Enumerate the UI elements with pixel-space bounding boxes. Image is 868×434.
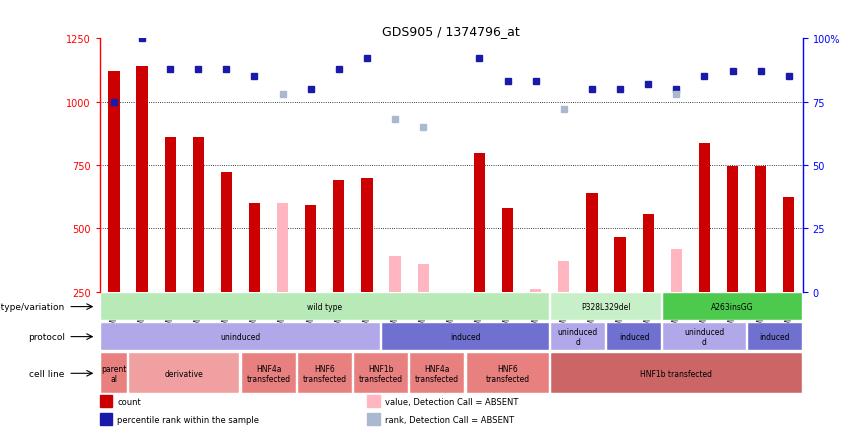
Bar <box>466 354 549 393</box>
Bar <box>306 206 316 292</box>
Bar <box>411 354 464 393</box>
Text: uninduced
d: uninduced d <box>558 328 598 346</box>
Bar <box>298 354 352 393</box>
Bar <box>551 293 661 321</box>
Bar <box>551 323 605 351</box>
Bar <box>249 204 260 292</box>
Bar <box>333 181 345 292</box>
Text: wild type: wild type <box>307 302 342 311</box>
Bar <box>354 354 408 393</box>
Text: derivative: derivative <box>165 369 204 378</box>
Text: uninduced
d: uninduced d <box>684 328 725 346</box>
Bar <box>747 323 802 351</box>
Text: P328L329del: P328L329del <box>582 302 631 311</box>
Bar <box>783 197 794 292</box>
Text: HNF6
transfected: HNF6 transfected <box>485 364 529 383</box>
Text: induced: induced <box>619 332 649 341</box>
Bar <box>699 144 710 292</box>
Bar <box>129 354 240 393</box>
Text: HNF1b transfected: HNF1b transfected <box>641 369 713 378</box>
Bar <box>382 323 549 351</box>
Bar <box>530 289 542 292</box>
Bar <box>165 138 175 292</box>
Text: parent
al: parent al <box>102 364 127 383</box>
Bar <box>367 413 379 425</box>
Text: HNF4a
transfected: HNF4a transfected <box>415 364 459 383</box>
Bar <box>502 208 513 292</box>
Text: count: count <box>117 398 141 407</box>
Bar <box>727 167 738 292</box>
Text: HNF1b
transfected: HNF1b transfected <box>359 364 403 383</box>
Bar <box>671 249 682 292</box>
Text: induced: induced <box>450 332 481 341</box>
Text: rank, Detection Call = ABSENT: rank, Detection Call = ABSENT <box>385 415 514 424</box>
Bar <box>100 395 113 408</box>
Text: genotype/variation: genotype/variation <box>0 302 64 311</box>
Bar <box>108 72 120 292</box>
Text: protocol: protocol <box>28 332 64 341</box>
Text: HNF4a
transfected: HNF4a transfected <box>247 364 291 383</box>
Bar <box>663 293 802 321</box>
Bar <box>558 262 569 292</box>
Bar <box>101 354 127 393</box>
Bar <box>587 193 597 292</box>
Bar <box>220 173 232 292</box>
Bar <box>193 138 204 292</box>
Text: cell line: cell line <box>30 369 64 378</box>
Text: induced: induced <box>760 332 790 341</box>
Bar <box>390 256 401 292</box>
Bar <box>277 204 288 292</box>
Bar <box>101 293 549 321</box>
Text: percentile rank within the sample: percentile rank within the sample <box>117 415 260 424</box>
Bar <box>755 167 766 292</box>
Bar <box>474 154 485 292</box>
Bar <box>551 354 802 393</box>
Bar <box>607 323 661 351</box>
Text: HNF6
transfected: HNF6 transfected <box>303 364 347 383</box>
Bar <box>367 395 379 408</box>
Bar <box>615 237 626 292</box>
Text: uninduced: uninduced <box>220 332 260 341</box>
Bar <box>100 413 113 425</box>
Bar <box>101 323 380 351</box>
Bar <box>663 323 746 351</box>
Text: value, Detection Call = ABSENT: value, Detection Call = ABSENT <box>385 398 518 407</box>
Bar <box>642 215 654 292</box>
Bar <box>136 67 148 292</box>
Bar <box>418 264 429 292</box>
Text: A263insGG: A263insGG <box>711 302 754 311</box>
Bar <box>361 178 372 292</box>
Title: GDS905 / 1374796_at: GDS905 / 1374796_at <box>383 25 520 38</box>
Bar <box>241 354 296 393</box>
